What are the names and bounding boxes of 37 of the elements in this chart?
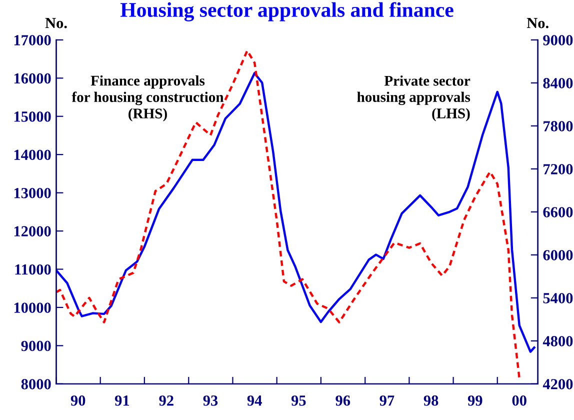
y-tick-label: 8000: [21, 379, 51, 390]
line-series: [56, 72, 536, 353]
x-tick-label: 93: [203, 395, 218, 406]
series-label: Private sector housing approvals (LHS): [357, 75, 470, 122]
line-series: [56, 50, 520, 380]
y2-tick-label: 6600: [543, 207, 573, 218]
y2-tick-label: 8400: [543, 78, 573, 88]
y-tick-label: 9000: [21, 340, 51, 352]
y2-tick-label: 7200: [544, 164, 573, 174]
y-tick-label: 14000: [14, 150, 51, 160]
y-axis-title: No.: [45, 18, 67, 28]
x-tick-label: 99: [468, 395, 482, 406]
y-tick-label: 15000: [14, 111, 51, 122]
y-tick-label: 13000: [14, 188, 51, 198]
series-label: Finance approvals for housing construction (RHS): [72, 75, 224, 122]
x-tick-label: 91: [114, 395, 130, 406]
y2-tick-label: 6000: [543, 250, 573, 260]
y-tick-label: 12000: [14, 226, 51, 236]
y-tick-label: 17000: [14, 35, 51, 46]
x-tick-label: 90: [70, 395, 86, 406]
y-tick-label: 16000: [14, 73, 51, 84]
y2-tick-label: 4200: [542, 379, 573, 390]
x-tick-label: 95: [291, 395, 306, 406]
x-tick-label: 98: [424, 395, 438, 406]
x-tick-label: 97: [380, 395, 394, 406]
y2-tick-label: 7800: [544, 121, 573, 132]
x-tick-label: 96: [336, 395, 350, 406]
x-tick-label: 94: [247, 395, 262, 406]
chart-title: Housing sector approvals and finance: [120, 2, 454, 22]
x-tick-label: 92: [159, 395, 174, 406]
y-tick-label: 10000: [14, 302, 51, 313]
x-tick-label: 00: [512, 395, 526, 406]
y2-tick-label: 5400: [543, 293, 573, 304]
y2-tick-label: 9000: [543, 35, 573, 46]
y2-axis-title: No.: [526, 18, 548, 28]
y-tick-label: 11000: [15, 264, 51, 275]
y2-tick-label: 4800: [542, 336, 573, 346]
